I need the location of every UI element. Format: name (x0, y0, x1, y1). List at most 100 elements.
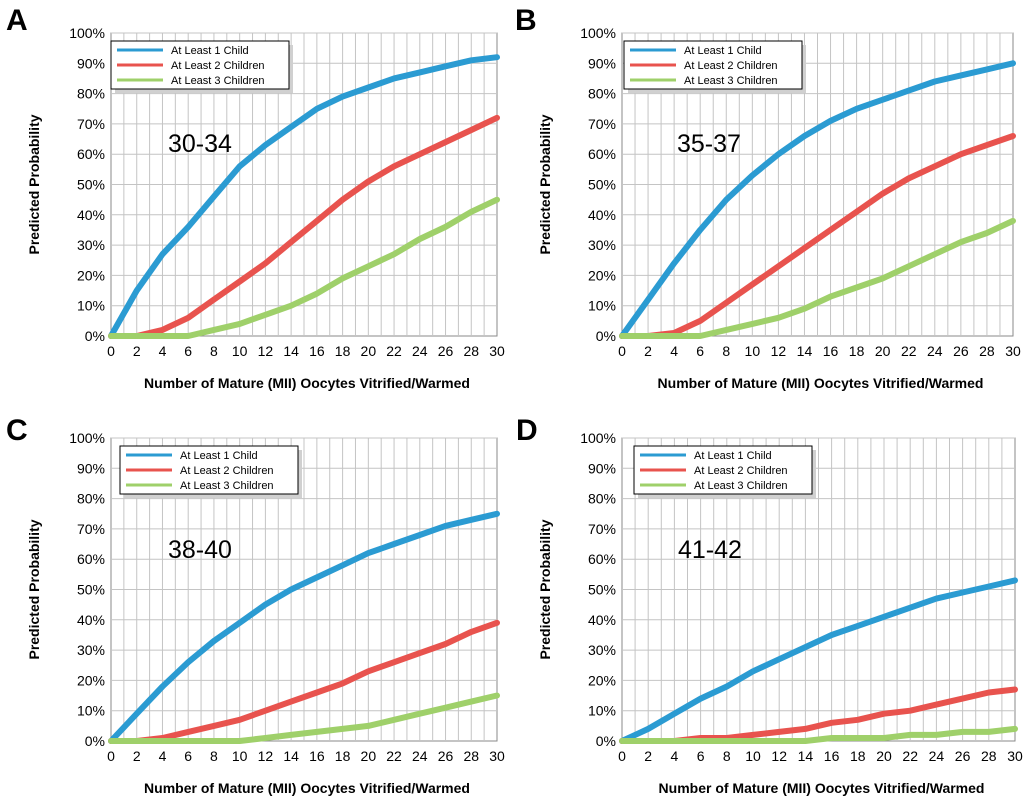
x-tick-label: 22 (386, 748, 402, 764)
x-tick-label: 26 (953, 343, 969, 359)
legend-entry-label: At Least 1 Child (694, 450, 772, 462)
y-tick-label: 60% (77, 146, 105, 162)
age-group-label: 30-34 (168, 130, 232, 158)
x-axis-title: Number of Mature (MII) Oocytes Vitrified… (144, 780, 470, 796)
legend-entry-label: At Least 3 Children (171, 75, 265, 87)
y-tick-label: 10% (77, 298, 105, 314)
x-tick-label: 28 (979, 343, 995, 359)
y-tick-label: 40% (588, 612, 616, 628)
y-tick-label: 0% (596, 733, 616, 749)
age-group-label: 41-42 (678, 536, 742, 564)
x-tick-label: 2 (133, 748, 141, 764)
x-tick-label: 2 (644, 748, 652, 764)
x-tick-label: 4 (671, 748, 679, 764)
series-line-at-least-3 (108, 196, 500, 339)
series-line-at-least-2 (619, 133, 1016, 339)
y-tick-label: 20% (588, 267, 616, 283)
legend-entry-label: At Least 3 Children (684, 75, 778, 87)
y-tick-label: 70% (588, 116, 616, 132)
x-tick-label: 18 (849, 343, 865, 359)
series-line-at-least-2 (108, 619, 500, 744)
y-tick-label: 10% (588, 703, 616, 719)
x-tick-label: 30 (1005, 343, 1021, 359)
x-tick-label: 0 (618, 748, 626, 764)
x-tick-label: 16 (309, 343, 325, 359)
chart-panel-c: C0%10%20%30%40%50%60%70%80%90%100%0 2 4 6 8 1… (6, 414, 505, 796)
series-line-at-least-2 (108, 114, 500, 339)
x-tick-label: 2 (133, 343, 141, 359)
y-axis-title: Predicted Probability (26, 519, 42, 659)
y-tick-label: 80% (77, 86, 105, 102)
x-tick-label: 24 (927, 343, 943, 359)
chart-panel-b: B0%10%20%30%40%50%60%70%80%90%100%0 2 4 6 8 1… (515, 4, 1021, 391)
y-tick-label: 90% (77, 460, 105, 476)
legend-entry-label: At Least 2 Children (171, 60, 265, 72)
y-tick-label: 0% (85, 733, 105, 749)
x-tick-label: 22 (386, 343, 402, 359)
panel-letter: C (6, 414, 28, 447)
x-tick-label: 4 (670, 343, 678, 359)
series-line-at-least-1 (108, 510, 500, 744)
x-tick-label: 4 (159, 343, 167, 359)
y-tick-label: 60% (588, 146, 616, 162)
y-tick-label: 90% (588, 55, 616, 71)
series-line-at-least-1 (108, 54, 500, 339)
panel-letter: D (516, 414, 538, 447)
x-tick-label: 28 (463, 343, 479, 359)
y-tick-label: 60% (588, 551, 616, 567)
y-tick-label: 0% (596, 328, 616, 344)
x-tick-label: 30 (489, 748, 505, 764)
y-tick-label: 10% (77, 703, 105, 719)
legend-entry-label: At Least 2 Children (684, 60, 778, 72)
y-tick-label: 30% (588, 237, 616, 253)
y-axis-title: Predicted Probability (537, 519, 553, 659)
x-tick-label: 12 (771, 748, 787, 764)
y-tick-label: 30% (77, 237, 105, 253)
y-axis-title: Predicted Probability (26, 114, 42, 254)
y-tick-label: 100% (69, 25, 105, 41)
series-line-at-least-1 (619, 60, 1016, 339)
y-tick-label: 100% (580, 25, 616, 41)
x-tick-label: 30 (489, 343, 505, 359)
legend: At Least 1 Child At Least 2 Children At Le… (623, 40, 806, 93)
x-tick-label: 8 (723, 748, 731, 764)
x-tick-label: 14 (283, 343, 299, 359)
x-tick-label: 28 (981, 748, 997, 764)
legend-entry-label: At Least 3 Children (694, 480, 788, 492)
x-tick-label: 22 (902, 748, 918, 764)
x-tick-label: 26 (438, 343, 454, 359)
x-tick-label: 16 (309, 748, 325, 764)
panel-letter: A (6, 4, 28, 37)
y-tick-label: 20% (77, 672, 105, 688)
y-tick-label: 50% (77, 582, 105, 598)
x-tick-label: 6 (697, 748, 705, 764)
series-line-at-least-3 (108, 692, 500, 744)
y-tick-label: 90% (77, 55, 105, 71)
x-tick-label: 26 (955, 748, 971, 764)
legend-entry-label: At Least 2 Children (694, 465, 788, 477)
y-tick-label: 30% (588, 642, 616, 658)
legend: At Least 1 Child At Least 2 Children At Le… (110, 40, 293, 93)
y-tick-label: 70% (77, 116, 105, 132)
x-axis-title: Number of Mature (MII) Oocytes Vitrified… (144, 375, 470, 391)
y-tick-label: 80% (588, 86, 616, 102)
y-tick-label: 30% (77, 642, 105, 658)
y-tick-label: 50% (588, 177, 616, 193)
age-group-label: 38-40 (168, 536, 232, 564)
legend-entry-label: At Least 1 Child (684, 45, 762, 57)
y-axis-title: Predicted Probability (537, 114, 553, 254)
x-tick-label: 6 (696, 343, 704, 359)
x-tick-label: 20 (876, 748, 892, 764)
legend-entry-label: At Least 1 Child (180, 450, 258, 462)
x-tick-label: 12 (258, 748, 274, 764)
x-tick-label: 18 (335, 748, 351, 764)
legend-entry-label: At Least 1 Child (171, 45, 249, 57)
y-tick-label: 10% (588, 298, 616, 314)
y-tick-label: 50% (77, 177, 105, 193)
y-tick-label: 40% (77, 612, 105, 628)
y-tick-label: 100% (69, 430, 105, 446)
y-tick-label: 90% (588, 460, 616, 476)
y-tick-label: 100% (580, 430, 616, 446)
x-tick-label: 16 (823, 343, 839, 359)
